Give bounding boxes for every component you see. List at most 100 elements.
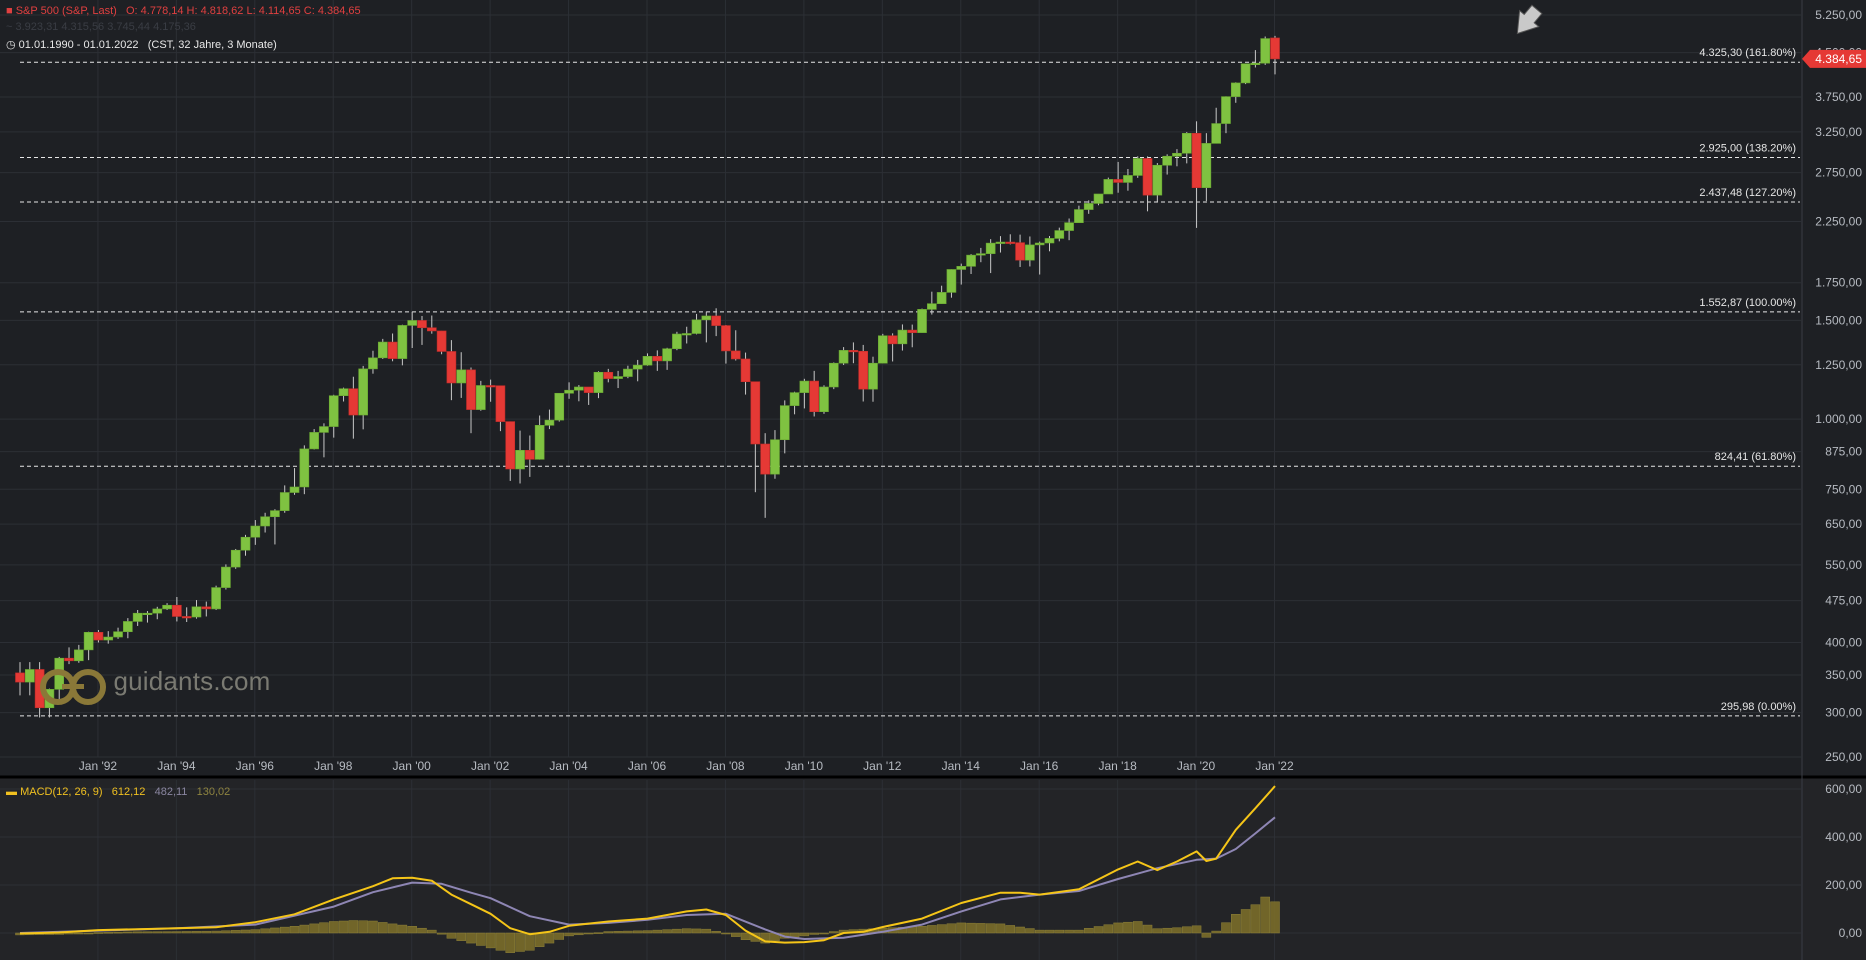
candle-up — [456, 369, 467, 384]
macd-histogram-bar — [338, 920, 349, 934]
macd-histogram-bar — [976, 923, 986, 934]
signal-legend-value: 482,11 — [154, 786, 188, 798]
macd-y-tick-label: 0,00 — [1839, 926, 1863, 940]
macd-histogram-bar — [83, 932, 94, 935]
macd-histogram-bar — [1074, 929, 1084, 934]
macd-histogram-bar — [1250, 904, 1261, 934]
candle-up — [1083, 203, 1094, 210]
candle-down — [740, 358, 751, 383]
candle-up — [534, 425, 545, 460]
macd-histogram-bar — [123, 931, 133, 934]
x-tick-label: Jan '98 — [314, 759, 353, 773]
macd-legend: ▬ MACD(12, 26, 9) 612,12 482,11 130,02 — [6, 786, 230, 798]
macd-histogram-bar — [534, 932, 545, 947]
macd-histogram-bar — [946, 923, 957, 934]
macd-histogram-bar — [417, 927, 427, 934]
candle-up — [897, 329, 908, 345]
x-tick-label: Jan '12 — [863, 759, 902, 773]
macd-histogram-bar — [309, 923, 319, 934]
candle-up — [515, 449, 525, 470]
candle-down — [93, 632, 104, 641]
macd-histogram-bar — [329, 921, 339, 934]
candle-up — [1025, 244, 1035, 261]
macd-histogram-bar — [240, 929, 251, 934]
macd-histogram-bar — [407, 926, 417, 934]
macd-histogram-bar — [1093, 926, 1104, 934]
range-text: 01.01.1990 - 01.01.2022 — [18, 39, 139, 51]
macd-histogram-bar — [583, 932, 594, 935]
candle-up — [221, 566, 231, 588]
candle-up — [299, 448, 310, 488]
candle-down — [750, 381, 761, 445]
macd-histogram-bar — [93, 932, 104, 934]
candle-down — [603, 371, 614, 379]
fib-level-label: 2.925,00 (138.20%) — [1699, 143, 1796, 155]
candle-up — [564, 389, 574, 394]
candle-up — [1034, 242, 1045, 246]
macd-histogram-bar — [701, 928, 712, 934]
candle-up — [574, 386, 584, 391]
candle-down — [809, 380, 819, 412]
candle-up — [260, 516, 270, 527]
macd-histogram-bar — [1152, 928, 1163, 934]
candle-down — [15, 672, 25, 683]
candle-up — [1162, 155, 1172, 166]
macd-histogram-bar — [603, 931, 614, 934]
macd-histogram-bar — [152, 931, 163, 934]
macd-histogram-bar — [358, 920, 368, 934]
candle-down — [583, 386, 594, 393]
fib-level-label: 824,41 (61.80%) — [1715, 451, 1796, 463]
pointer-arrow-icon — [1516, 4, 1543, 35]
candle-up — [956, 266, 967, 270]
candle-up — [917, 309, 927, 333]
candle-up — [1201, 143, 1212, 188]
candle-down — [495, 385, 506, 422]
macd-histogram-bar — [1132, 921, 1143, 934]
macd-histogram-bar — [1054, 929, 1065, 934]
macd-histogram-bar — [476, 932, 486, 946]
macd-histogram-bar — [632, 930, 643, 934]
candle-up — [1181, 133, 1192, 154]
candle-up — [672, 333, 682, 350]
macd-histogram-bar — [1142, 924, 1153, 934]
candle-up — [1250, 62, 1261, 65]
y-tick-label: 400,00 — [1825, 635, 1862, 649]
x-tick-label: Jan '04 — [549, 759, 588, 773]
macd-histogram-bar — [103, 932, 113, 934]
macd-histogram-bar — [270, 927, 280, 934]
instrument-legend: ■ S&P 500 (S&P, Last) O: 4.778,14 H: 4.8… — [6, 5, 361, 17]
macd-histogram-bar — [1221, 922, 1231, 934]
candle-down — [466, 369, 476, 410]
macd-histogram-bar — [564, 932, 574, 937]
macd-histogram-bar — [113, 931, 123, 934]
candle-up — [1123, 175, 1133, 183]
macd-y-tick-label: 200,00 — [1825, 878, 1862, 892]
macd-histogram-bar — [505, 932, 515, 953]
macd-histogram-bar — [1240, 909, 1251, 934]
candle-down — [426, 327, 437, 332]
candle-up — [1152, 164, 1163, 196]
macd-histogram-bar — [1064, 929, 1074, 934]
candle-down — [887, 335, 898, 345]
candle-up — [368, 357, 378, 370]
candle-down — [1113, 179, 1123, 183]
candle-up — [1260, 38, 1270, 64]
macd-histogram-bar — [250, 929, 261, 934]
macd-histogram-bar — [348, 920, 359, 934]
watermark: guidants.com — [38, 666, 270, 697]
y-tick-label: 1.750,00 — [1815, 276, 1862, 290]
candle-down — [201, 606, 212, 610]
watermark-text: guidants.com — [113, 666, 271, 696]
y-tick-label: 3.250,00 — [1815, 125, 1862, 139]
candle-down — [721, 325, 731, 352]
x-tick-label: Jan '92 — [79, 759, 118, 773]
candle-up — [1172, 152, 1182, 157]
fib-level-label: 295,98 (0.00%) — [1721, 701, 1796, 713]
x-tick-label: Jan '14 — [942, 759, 981, 773]
macd-histogram-bar — [172, 931, 182, 934]
macd-histogram-bar — [456, 932, 466, 941]
macd-histogram-bar — [927, 925, 937, 934]
candle-down — [1270, 37, 1280, 60]
macd-histogram-bar — [397, 924, 408, 934]
